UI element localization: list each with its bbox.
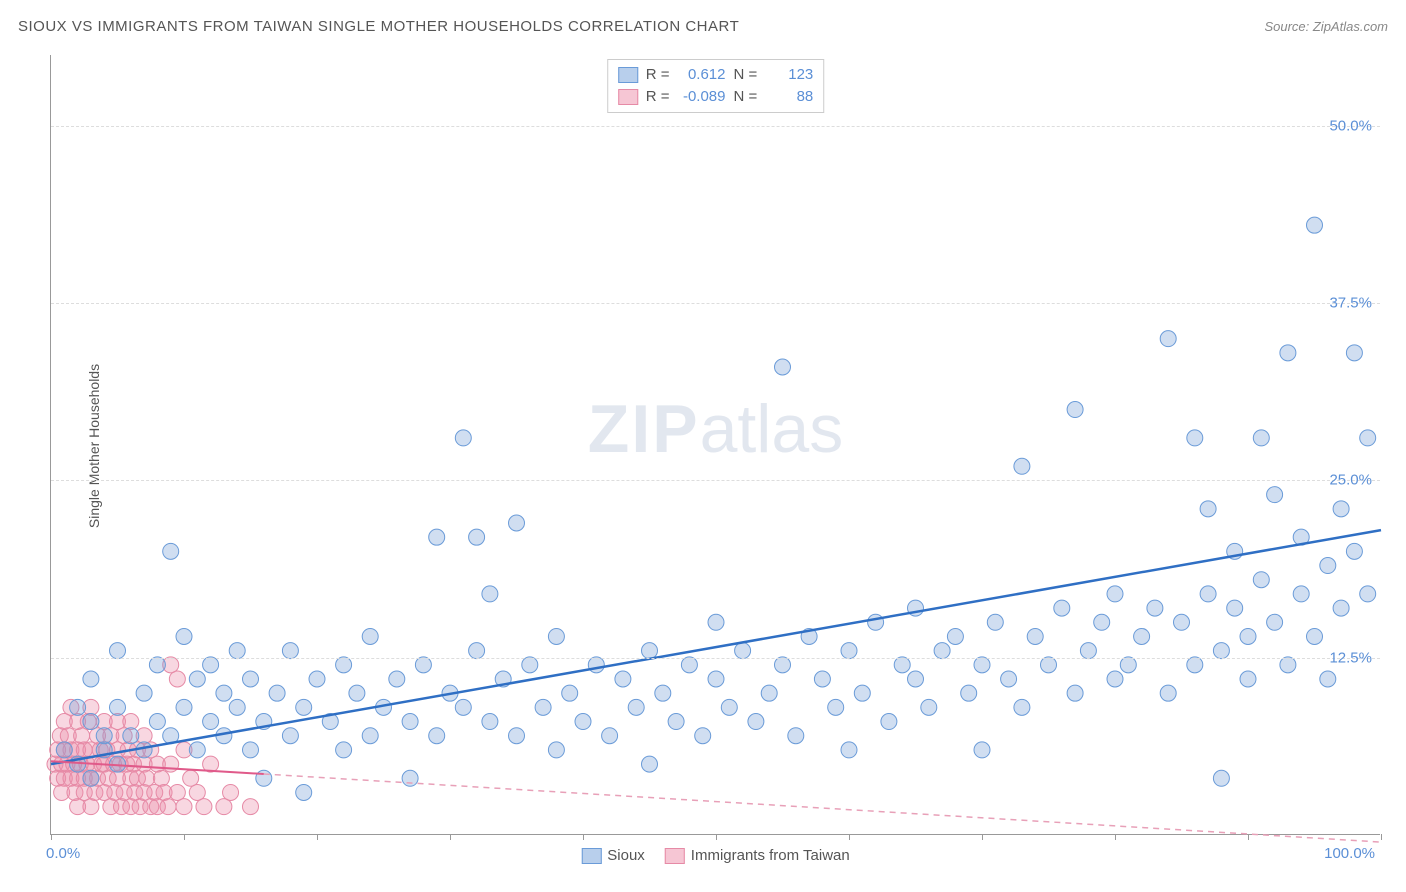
grid-line [51, 126, 1380, 127]
chart-plot-area: ZIPatlas R = 0.612 N = 123 R = -0.089 N … [50, 55, 1380, 835]
y-tick-label: 37.5% [1329, 295, 1372, 312]
x-tick [583, 834, 584, 840]
chart-title: SIOUX VS IMMIGRANTS FROM TAIWAN SINGLE M… [18, 18, 739, 35]
grid-line [51, 480, 1380, 481]
x-tick [184, 834, 185, 840]
source-attribution: Source: ZipAtlas.com [1264, 19, 1388, 34]
legend-item-sioux: Sioux [581, 847, 645, 864]
legend: Sioux Immigrants from Taiwan [581, 847, 849, 864]
x-tick [849, 834, 850, 840]
scatter-plot-svg [51, 55, 1380, 834]
legend-item-taiwan: Immigrants from Taiwan [665, 847, 850, 864]
swatch-icon [665, 848, 685, 864]
x-axis-min-label: 0.0% [46, 845, 80, 862]
x-axis-max-label: 100.0% [1324, 845, 1375, 862]
x-tick [317, 834, 318, 840]
x-tick [1248, 834, 1249, 840]
y-tick-label: 25.0% [1329, 472, 1372, 489]
grid-line [51, 303, 1380, 304]
x-tick [1115, 834, 1116, 840]
x-tick [982, 834, 983, 840]
x-tick [1381, 834, 1382, 840]
x-tick [450, 834, 451, 840]
grid-line [51, 658, 1380, 659]
swatch-icon [581, 848, 601, 864]
y-tick-label: 12.5% [1329, 649, 1372, 666]
x-tick [51, 834, 52, 840]
x-tick [716, 834, 717, 840]
y-tick-label: 50.0% [1329, 117, 1372, 134]
